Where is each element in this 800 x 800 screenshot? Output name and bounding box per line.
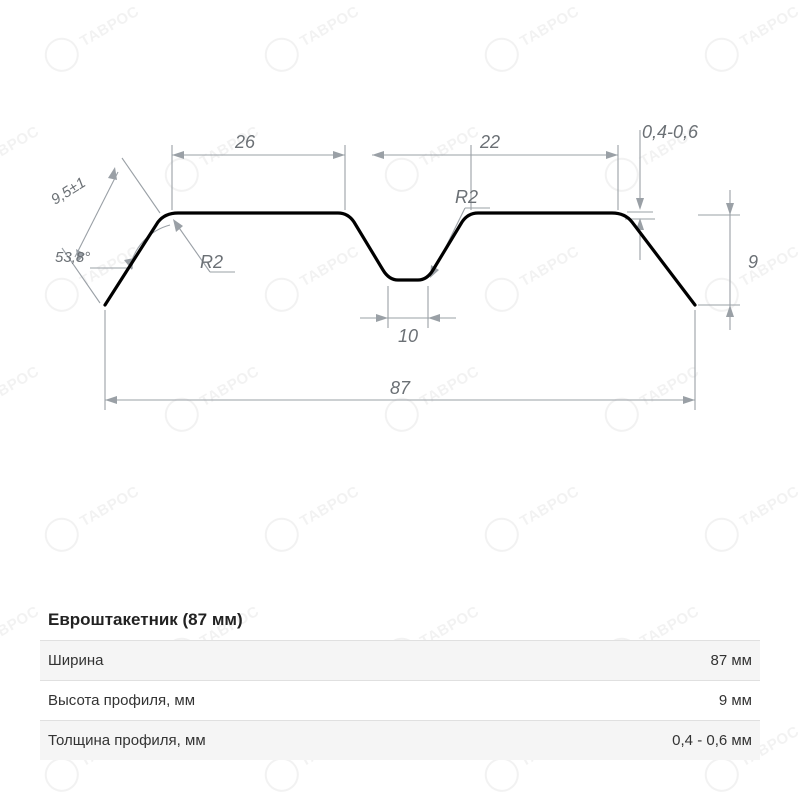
dim-angle: 53,8° xyxy=(55,249,90,266)
dim-26: 26 xyxy=(234,132,256,152)
profile-diagram: 26 22 0,4-0,6 9 9,5±1 53,8° R2 R2 10 xyxy=(0,0,800,520)
table-row: Ширина 87 мм xyxy=(40,640,760,680)
spec-value: 0,4 - 0,6 мм xyxy=(672,732,752,749)
spec-label: Толщина профиля, мм xyxy=(48,732,206,749)
spec-label: Ширина xyxy=(48,652,103,669)
dim-thickness: 0,4-0,6 xyxy=(642,122,699,142)
dim-side: 9,5±1 xyxy=(48,174,89,208)
dim-width: 87 xyxy=(390,378,411,398)
profile-path xyxy=(105,213,695,305)
dim-r2-left: R2 xyxy=(200,252,223,272)
table-row: Высота профиля, мм 9 мм xyxy=(40,680,760,720)
dim-height: 9 xyxy=(748,252,758,272)
product-title: Евроштакетник (87 мм) xyxy=(40,598,760,640)
dim-r2-valley: R2 xyxy=(455,187,478,207)
table-row: Толщина профиля, мм 0,4 - 0,6 мм xyxy=(40,720,760,760)
spec-table: Евроштакетник (87 мм) Ширина 87 мм Высот… xyxy=(40,598,760,760)
dim-22: 22 xyxy=(479,132,500,152)
spec-value: 87 мм xyxy=(711,652,752,669)
dim-valley: 10 xyxy=(398,326,418,346)
spec-label: Высота профиля, мм xyxy=(48,692,195,709)
spec-value: 9 мм xyxy=(719,692,752,709)
